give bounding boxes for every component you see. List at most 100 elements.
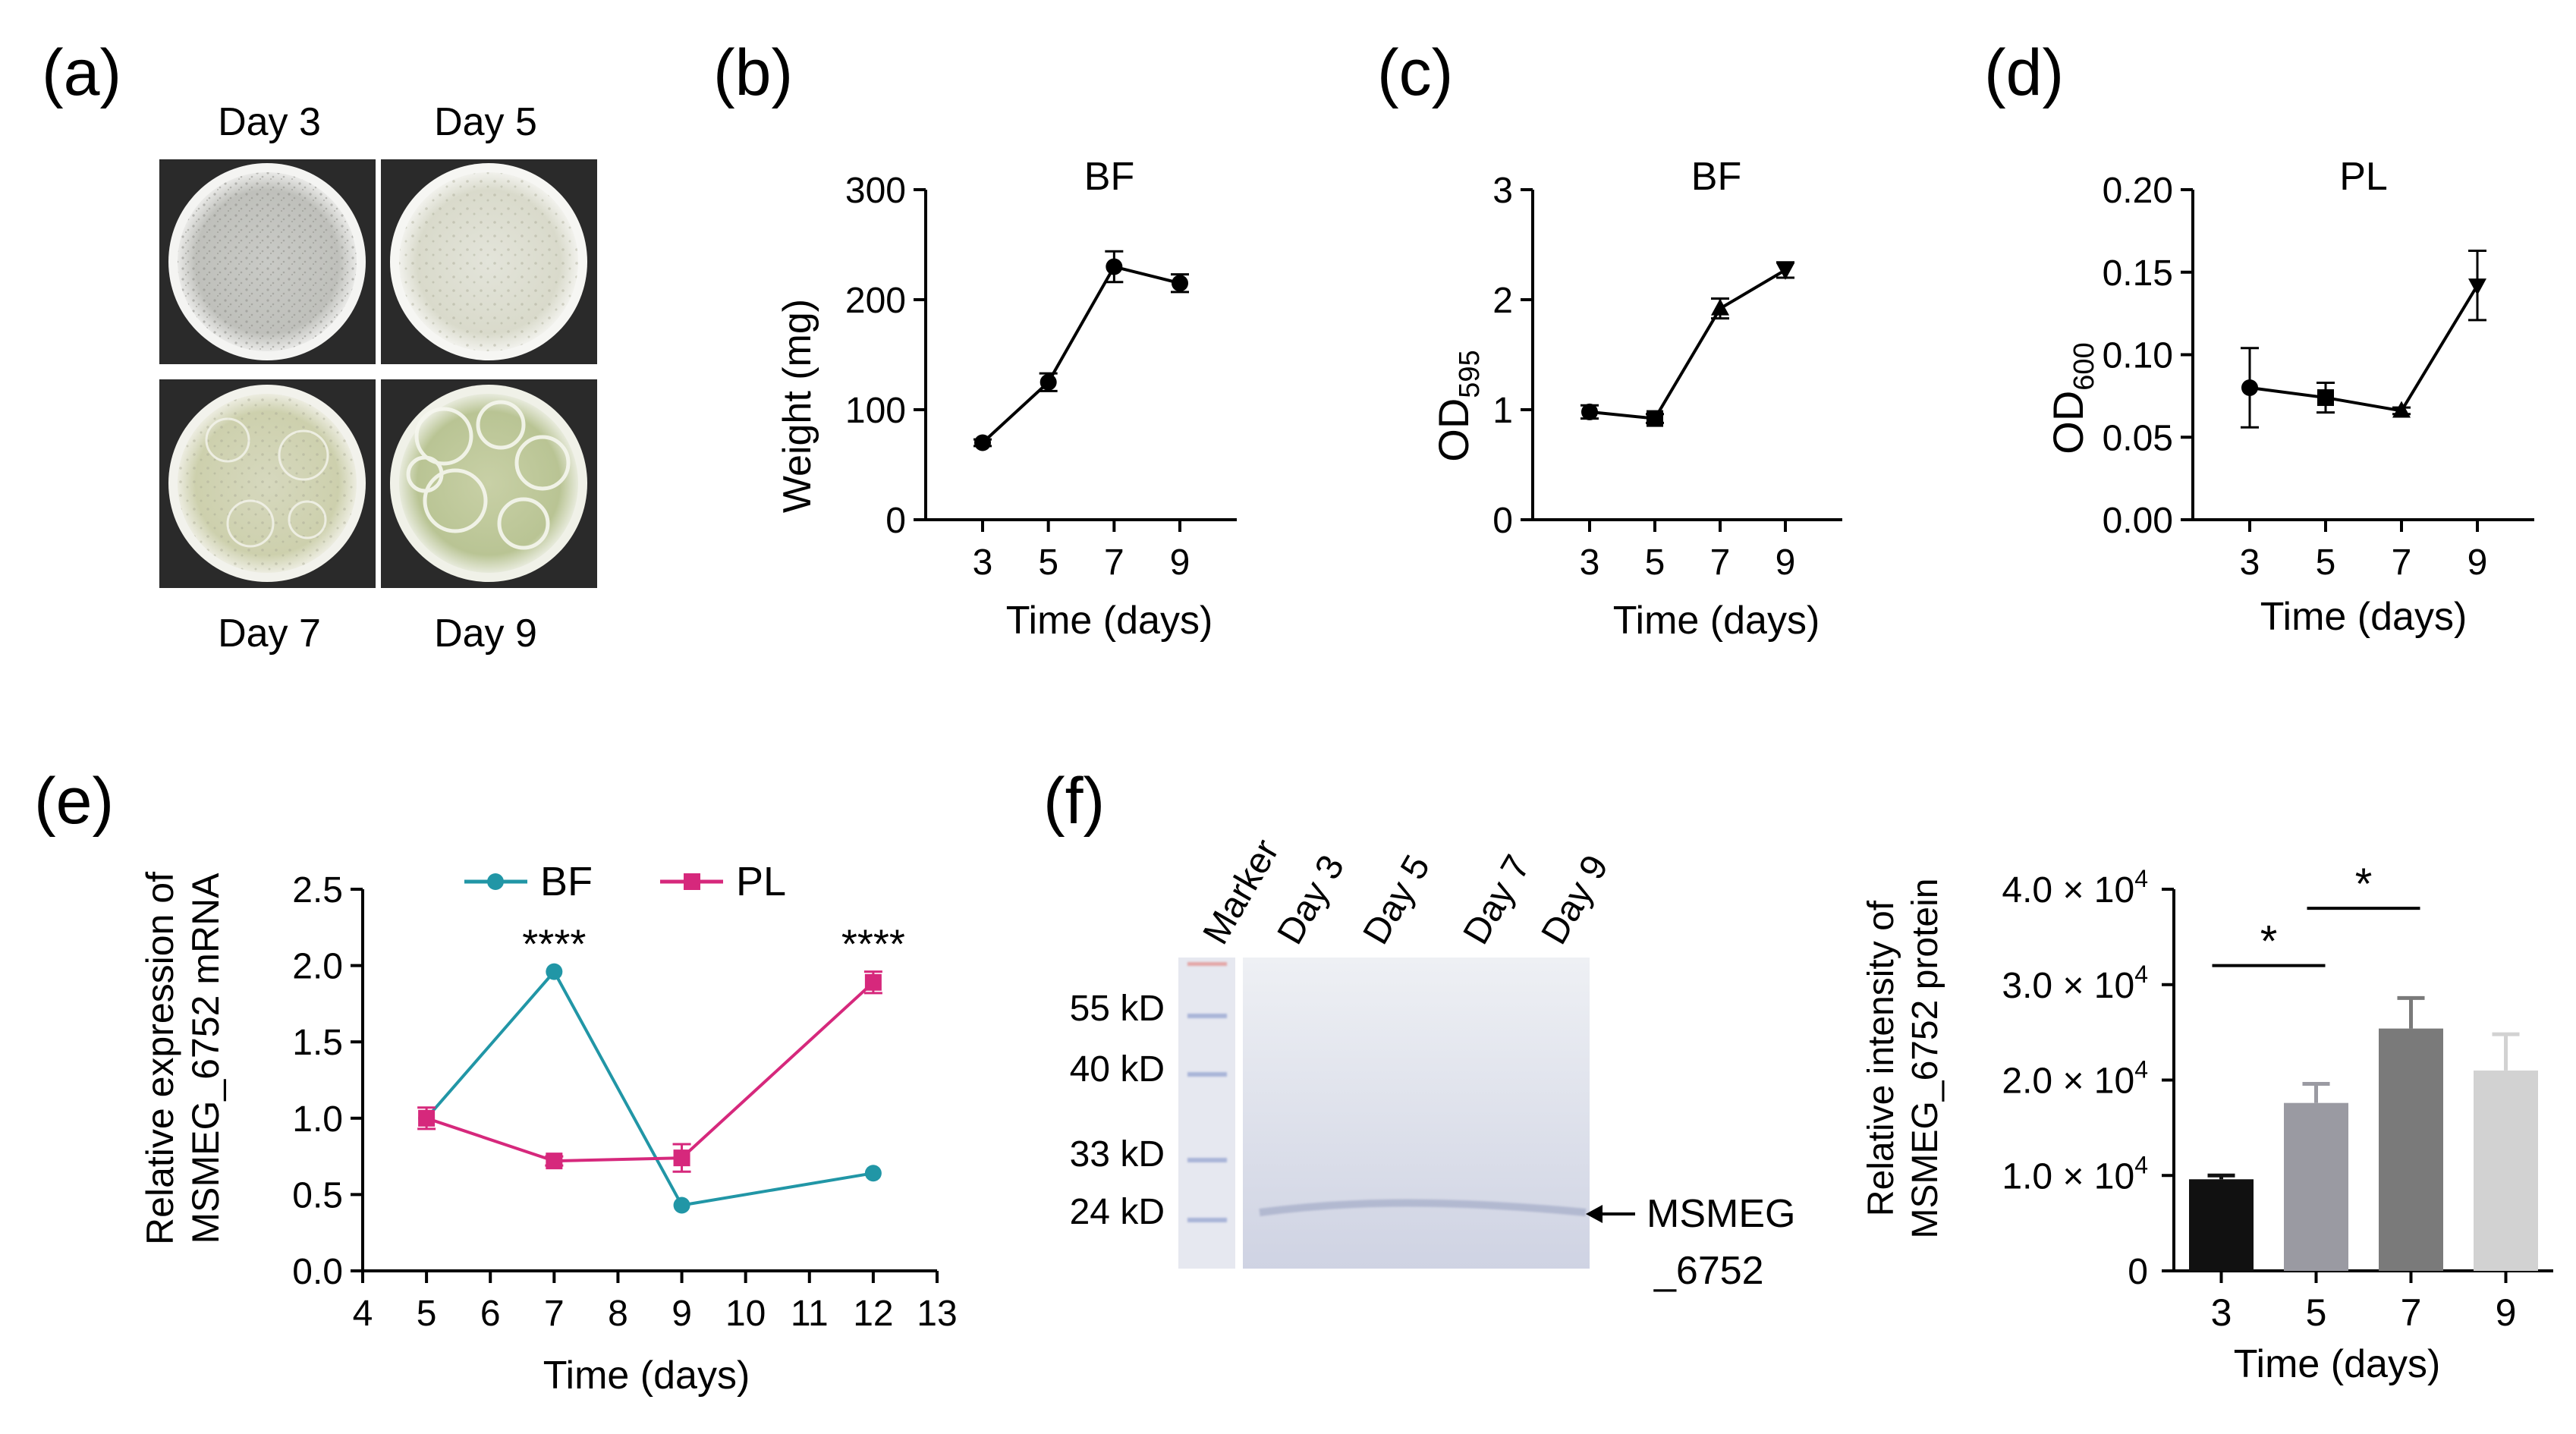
data-point	[1106, 258, 1123, 275]
panel-f-blot: (f) Marker Day 3 Day 5 Day 7 Day 9 55 kD…	[1043, 765, 1795, 1293]
series-line-0	[2249, 285, 2479, 413]
y-tick-label: 1.0 × 104	[2002, 1151, 2148, 1197]
y-tick-label: 2.0	[292, 947, 343, 987]
y-tick-label: 1.5	[292, 1023, 343, 1063]
x-tick-label: 12	[853, 1294, 893, 1334]
y-tick-label: 4.0 × 104	[2002, 865, 2148, 910]
data-point	[864, 973, 882, 991]
y-tick-label: 1	[1492, 391, 1513, 431]
x-tick-label: 9	[1776, 542, 1796, 583]
chart-c-title: BF	[1691, 155, 1741, 199]
y-tick-label: 0.5	[292, 1175, 343, 1215]
x-tick-label: 3	[2240, 542, 2260, 583]
x-tick-label: 9	[2467, 542, 2488, 583]
lane-label-day7: Day 7	[1456, 848, 1539, 951]
x-tick-label: 4	[353, 1294, 373, 1334]
panel-b-letter: (b)	[713, 36, 793, 109]
arrow-label-line2: _6752	[1653, 1249, 1764, 1293]
y-tick-label: 3.0 × 104	[2002, 961, 2148, 1006]
chart-f2-xlabel: Time (days)	[2234, 1342, 2441, 1386]
data-point	[2241, 379, 2258, 396]
x-tick-label: 10	[725, 1294, 766, 1334]
data-point	[2317, 389, 2334, 407]
data-point	[1581, 403, 1598, 420]
x-tick-label: 3	[1580, 542, 1600, 583]
chart-b-ylabel: Weight (mg)	[775, 299, 819, 513]
blot-ladder-bands	[1187, 962, 1227, 1222]
blot-target-band	[1259, 1199, 1587, 1216]
panel-c-letter: (c)	[1377, 36, 1453, 109]
chart-e-xlabel: Time (days)	[543, 1354, 750, 1398]
legend-pl-marker	[684, 873, 700, 890]
panel-d-letter: (d)	[1984, 36, 2064, 109]
x-tick-label: 7	[2392, 542, 2412, 583]
data-point	[1172, 275, 1188, 292]
lane-label-day5: Day 5	[1356, 848, 1439, 951]
series-line-0	[1589, 269, 1787, 420]
chart-d: (d) PL Time (days) OD600 0.00 0.05 0.10 0.1…	[1984, 36, 2534, 639]
y-tick-label: 2	[1492, 281, 1513, 321]
legend-bf-marker	[487, 873, 504, 890]
y-tick-label: 3	[1492, 171, 1513, 211]
chart-b-title: BF	[1084, 155, 1134, 199]
y-tick-label: 200	[845, 281, 906, 321]
significance-label: ****	[522, 921, 586, 967]
significance-label: *	[2260, 917, 2278, 967]
y-tick-label: 2.5	[292, 870, 343, 910]
well-label-day7: Day 7	[218, 612, 321, 656]
arrow-icon	[1586, 1205, 1635, 1223]
well-label-day9: Day 9	[434, 612, 537, 656]
x-tick-label: 9	[672, 1294, 692, 1334]
x-tick-label: 5	[2316, 542, 2336, 583]
y-tick-label: 100	[845, 391, 906, 431]
chart-b-xlabel: Time (days)	[1006, 599, 1213, 643]
x-tick-label: 7	[1104, 542, 1124, 583]
data-point	[546, 963, 563, 980]
data-point	[546, 1153, 563, 1170]
series-line-BF	[425, 969, 874, 1207]
mw-label-55: 55 kD	[1070, 989, 1165, 1029]
chart-b: (b) BF Time (days) Weight (mg) 0 100 200 30…	[713, 36, 1237, 643]
y-tick-label: 2.0 × 104	[2002, 1056, 2148, 1102]
y-tick-label: 0.05	[2103, 418, 2173, 458]
x-tick-label: 5	[417, 1294, 437, 1334]
data-point	[2392, 401, 2411, 418]
y-tick-label: 0	[1492, 501, 1513, 541]
panel-a-letter: (a)	[42, 36, 121, 109]
data-point	[1776, 263, 1794, 280]
y-tick-label: 0	[885, 501, 906, 541]
well-label-day5: Day 5	[434, 100, 537, 144]
arrow-label-line1: MSMEG	[1647, 1192, 1795, 1236]
x-tick-label: 7	[2401, 1291, 2422, 1334]
chart-f2: Time (days) Relative intensity of MSMEG_…	[1861, 860, 2553, 1386]
x-tick-label: 9	[2496, 1291, 2517, 1334]
lane-label-day9: Day 9	[1534, 848, 1617, 951]
data-point	[673, 1149, 690, 1167]
significance-label: ****	[841, 921, 905, 967]
y-tick-label: 0.20	[2103, 171, 2173, 211]
panel-f-letter: (f)	[1043, 765, 1105, 838]
well-label-day3: Day 3	[218, 100, 321, 144]
y-tick-label: 0.15	[2103, 253, 2173, 294]
y-tick-label: 0.00	[2103, 501, 2173, 541]
data-point	[2468, 278, 2486, 296]
y-tick-label: 0.0	[292, 1252, 343, 1292]
chart-f2-ylabel-line2: MSMEG_6752 protein	[1905, 879, 1945, 1239]
x-tick-label: 5	[1645, 542, 1665, 583]
legend-bf-label: BF	[540, 859, 593, 904]
x-tick-label: 8	[608, 1294, 628, 1334]
mw-label-40: 40 kD	[1070, 1049, 1165, 1090]
chart-d-ylabel: OD600	[2044, 342, 2100, 454]
chart-e-legend: BF PL	[464, 859, 786, 904]
chart-d-title: PL	[2339, 155, 2388, 199]
lane-label-day3: Day 3	[1270, 848, 1353, 951]
blot-membrane	[1243, 958, 1590, 1269]
panel-a: (a) Day 3 Day 5 Day 7 Day 9	[42, 36, 597, 656]
x-tick-label: 11	[791, 1294, 829, 1334]
y-tick-label: 0.10	[2103, 336, 2173, 376]
x-tick-label: 3	[2211, 1291, 2232, 1334]
y-tick-label: 1.0	[292, 1099, 343, 1140]
well-image-day7	[159, 379, 376, 588]
x-tick-label: 9	[1170, 542, 1190, 583]
x-tick-label: 7	[1710, 542, 1731, 583]
